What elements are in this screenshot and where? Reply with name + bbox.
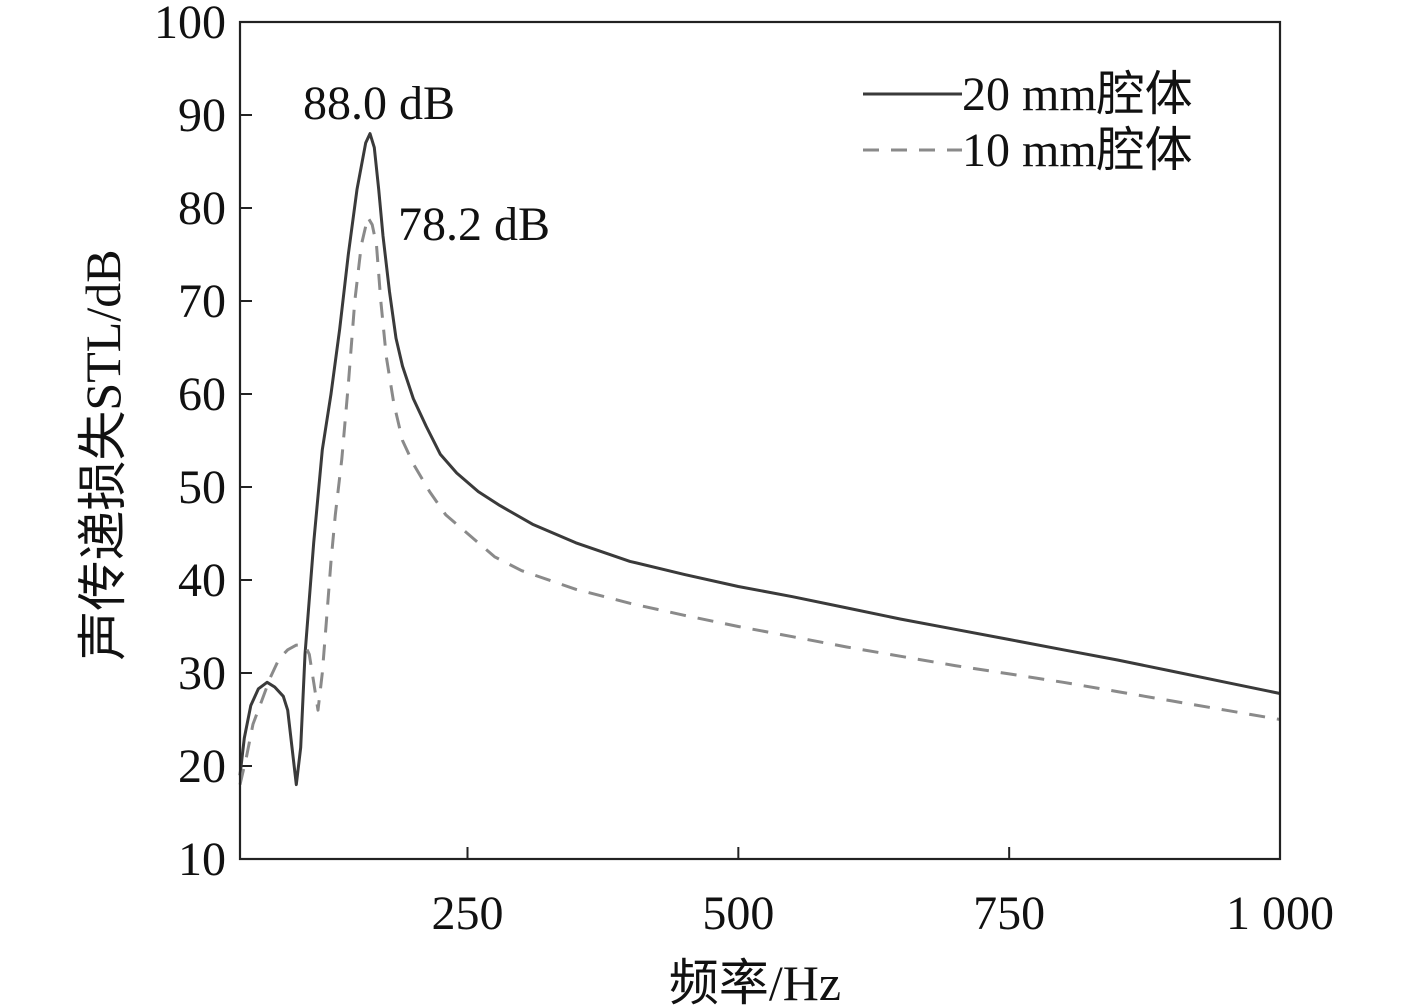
legend-label-20mm: 20 mm腔体	[962, 68, 1193, 121]
legend: 20 mm腔体 10 mm腔体	[863, 68, 1193, 177]
y-tick-label: 30	[178, 647, 226, 700]
y-tick-label: 70	[178, 275, 226, 328]
y-axis-ticks: 10 20 30 40 50 60 70 80 90 100	[154, 0, 252, 886]
x-tick-label: 750	[973, 887, 1045, 940]
y-tick-label: 80	[178, 182, 226, 235]
y-tick-label: 90	[178, 89, 226, 142]
x-axis-ticks: 250 500 750 1 000	[432, 847, 1334, 940]
x-axis-label: 频率/Hz	[669, 955, 841, 1007]
y-axis-label: 声传递损失STL/dB	[75, 249, 131, 660]
x-tick-label: 250	[432, 887, 504, 940]
y-tick-label: 40	[178, 554, 226, 607]
annotation-peak-10mm: 78.2 dB	[398, 198, 550, 251]
legend-label-10mm: 10 mm腔体	[962, 124, 1193, 177]
y-tick-label: 20	[178, 740, 226, 793]
series-line-10mm	[238, 215, 1281, 785]
y-tick-label: 10	[178, 833, 226, 886]
plot-frame	[238, 20, 1282, 861]
y-tick-label: 60	[178, 368, 226, 421]
annotation-peak-20mm: 88.0 dB	[303, 77, 455, 130]
x-tick-label: 500	[702, 887, 774, 940]
series-line-20mm	[238, 132, 1281, 787]
y-tick-label: 100	[154, 0, 226, 49]
y-tick-label: 50	[178, 461, 226, 514]
x-tick-label: 1 000	[1226, 887, 1334, 940]
series-layer	[238, 132, 1281, 787]
